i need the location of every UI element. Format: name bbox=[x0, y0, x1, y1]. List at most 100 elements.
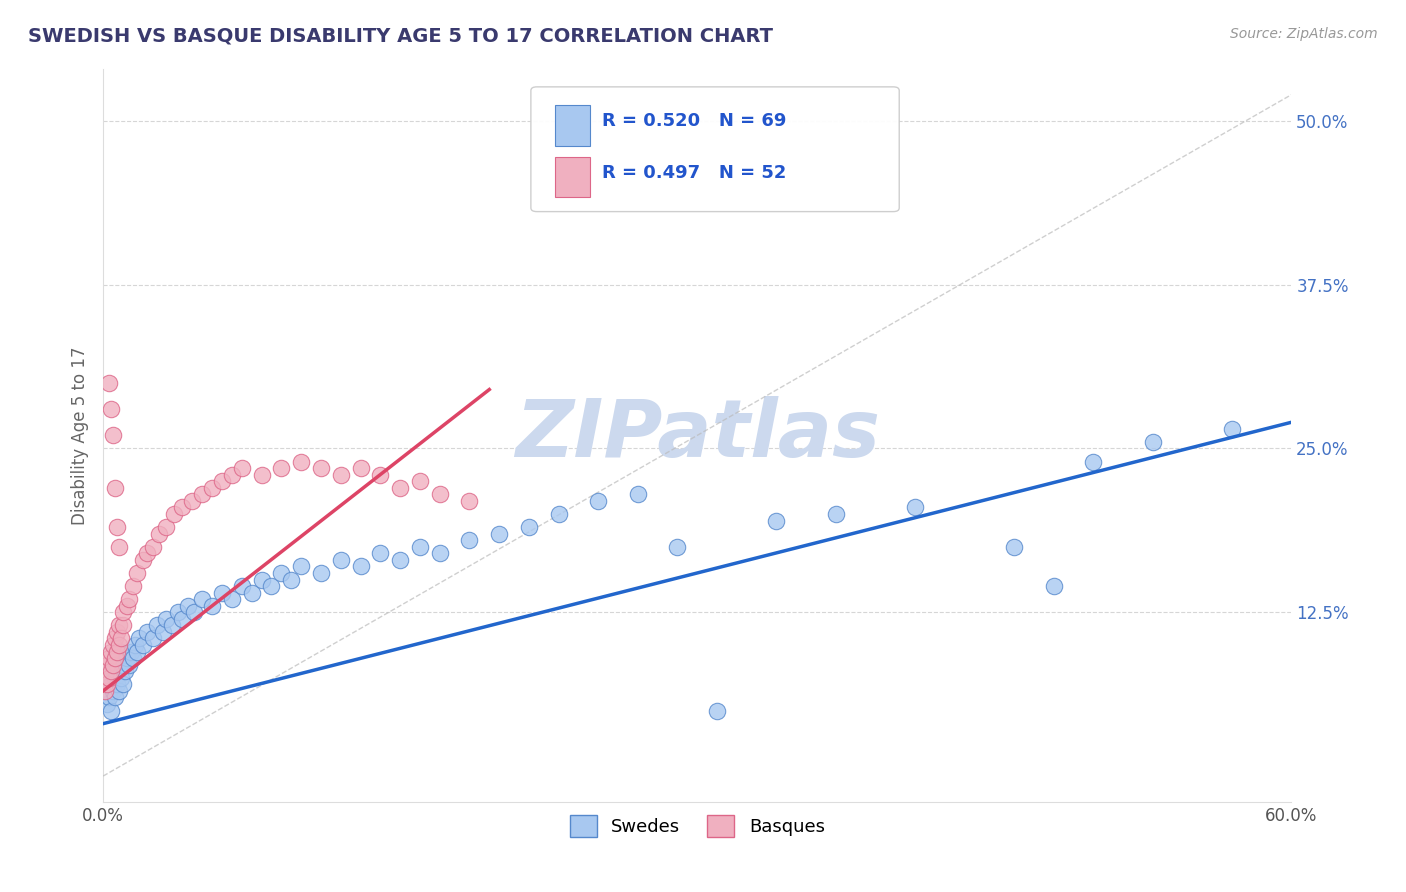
Point bbox=[104, 632, 127, 646]
Point bbox=[105, 624, 128, 639]
Point bbox=[98, 690, 121, 705]
Y-axis label: Disability Age 5 to 17: Disability Age 5 to 17 bbox=[72, 346, 89, 524]
Point bbox=[706, 704, 728, 718]
Point bbox=[231, 579, 253, 593]
Point bbox=[105, 520, 128, 534]
Point bbox=[181, 494, 204, 508]
Point bbox=[155, 612, 177, 626]
Point bbox=[191, 592, 214, 607]
Point bbox=[128, 632, 150, 646]
Point bbox=[389, 553, 412, 567]
Point bbox=[121, 579, 143, 593]
Point bbox=[260, 579, 283, 593]
Point bbox=[100, 704, 122, 718]
Point bbox=[132, 638, 155, 652]
Point bbox=[547, 507, 569, 521]
Point bbox=[172, 612, 194, 626]
Point bbox=[201, 599, 224, 613]
FancyBboxPatch shape bbox=[531, 87, 900, 211]
Point bbox=[904, 500, 927, 515]
Point bbox=[105, 644, 128, 658]
Point bbox=[163, 507, 186, 521]
Point bbox=[114, 665, 136, 679]
Point bbox=[240, 585, 263, 599]
Point bbox=[309, 461, 332, 475]
Point bbox=[191, 487, 214, 501]
Point bbox=[125, 644, 148, 658]
Point bbox=[132, 553, 155, 567]
Point bbox=[370, 467, 392, 482]
Point bbox=[270, 566, 292, 580]
Point bbox=[100, 665, 122, 679]
Point bbox=[104, 651, 127, 665]
Point bbox=[108, 540, 131, 554]
Point bbox=[1083, 454, 1105, 468]
Point bbox=[96, 657, 118, 672]
Point bbox=[270, 461, 292, 475]
Point bbox=[110, 671, 132, 685]
Point bbox=[1002, 540, 1025, 554]
Point bbox=[211, 475, 233, 489]
Point bbox=[111, 618, 134, 632]
Point bbox=[96, 677, 118, 691]
Point bbox=[1220, 422, 1243, 436]
Point bbox=[104, 671, 127, 685]
Point bbox=[370, 546, 392, 560]
Point bbox=[98, 671, 121, 685]
FancyBboxPatch shape bbox=[554, 157, 591, 197]
Point bbox=[349, 461, 371, 475]
Point bbox=[111, 677, 134, 691]
Point bbox=[110, 644, 132, 658]
Point bbox=[105, 677, 128, 691]
Point bbox=[115, 651, 138, 665]
Point bbox=[145, 618, 167, 632]
Point bbox=[142, 632, 165, 646]
Point bbox=[586, 494, 609, 508]
Point bbox=[148, 526, 170, 541]
Point bbox=[135, 624, 157, 639]
Point bbox=[98, 651, 121, 665]
Point bbox=[488, 526, 510, 541]
Point bbox=[125, 566, 148, 580]
Point bbox=[121, 651, 143, 665]
Point bbox=[101, 638, 124, 652]
Point bbox=[96, 697, 118, 711]
Point bbox=[409, 540, 432, 554]
Point bbox=[152, 624, 174, 639]
Point bbox=[118, 592, 141, 607]
Point bbox=[101, 657, 124, 672]
Point bbox=[429, 546, 451, 560]
Point bbox=[101, 684, 124, 698]
Point bbox=[167, 605, 190, 619]
Text: ZIPatlas: ZIPatlas bbox=[515, 396, 880, 475]
Point bbox=[108, 638, 131, 652]
Point bbox=[201, 481, 224, 495]
Point bbox=[100, 677, 122, 691]
Point bbox=[221, 467, 243, 482]
Point bbox=[111, 657, 134, 672]
Point bbox=[389, 481, 412, 495]
Point bbox=[101, 428, 124, 442]
Point bbox=[142, 540, 165, 554]
Point bbox=[231, 461, 253, 475]
FancyBboxPatch shape bbox=[554, 105, 591, 145]
Point bbox=[250, 467, 273, 482]
Legend: Swedes, Basques: Swedes, Basques bbox=[562, 808, 832, 845]
Point bbox=[666, 540, 689, 554]
Text: Source: ZipAtlas.com: Source: ZipAtlas.com bbox=[1230, 27, 1378, 41]
Point bbox=[108, 618, 131, 632]
Text: R = 0.520   N = 69: R = 0.520 N = 69 bbox=[602, 112, 786, 130]
Point bbox=[111, 605, 134, 619]
Point bbox=[280, 573, 302, 587]
Point bbox=[101, 665, 124, 679]
Point bbox=[627, 487, 650, 501]
Text: R = 0.497   N = 52: R = 0.497 N = 52 bbox=[602, 164, 786, 182]
Point bbox=[429, 487, 451, 501]
Point bbox=[765, 514, 787, 528]
Point bbox=[120, 644, 142, 658]
Text: SWEDISH VS BASQUE DISABILITY AGE 5 TO 17 CORRELATION CHART: SWEDISH VS BASQUE DISABILITY AGE 5 TO 17… bbox=[28, 27, 773, 45]
Point bbox=[100, 402, 122, 417]
Point bbox=[105, 657, 128, 672]
Point bbox=[162, 618, 184, 632]
Point bbox=[211, 585, 233, 599]
